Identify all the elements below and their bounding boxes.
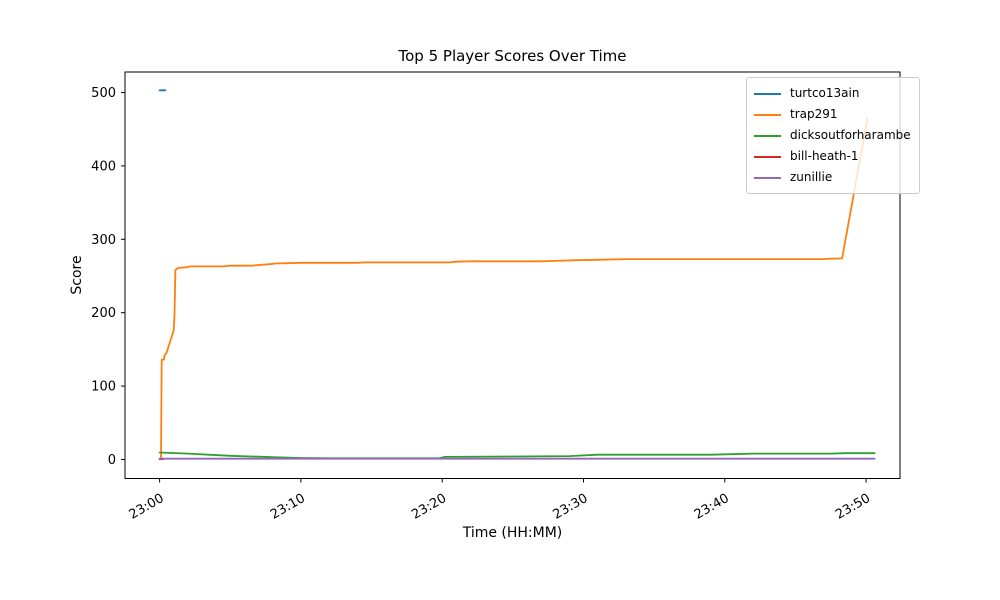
legend-item: bill-heath-1: [754, 146, 911, 167]
y-axis-label: Score: [69, 255, 85, 295]
series-line-trap291: [160, 117, 869, 459]
legend-line-swatch: [754, 134, 781, 137]
legend-line-swatch: [754, 155, 781, 158]
legend-label: turtco13ain: [790, 86, 860, 100]
legend-item: turtco13ain: [754, 83, 911, 104]
legend-label: bill-heath-1: [790, 149, 859, 163]
y-tick-label: 400: [91, 159, 116, 174]
x-axis-label: Time (HH:MM): [462, 525, 563, 541]
legend-item: dicksoutforharambe: [754, 125, 911, 146]
y-tick-label: 500: [91, 86, 116, 101]
y-tick-label: 100: [91, 380, 116, 395]
axes-spines: [124, 71, 901, 479]
chart-title: Top 5 Player Scores Over Time: [398, 47, 627, 65]
x-tick-label: 23:30: [551, 491, 591, 523]
legend-line-swatch: [754, 92, 781, 95]
x-tick-label: 23:10: [268, 491, 308, 523]
legend: turtco13ain trap291 dicksoutforharambe bill…: [746, 77, 920, 194]
legend-label: trap291: [790, 107, 838, 121]
y-tick-label: 300: [91, 233, 116, 248]
legend-line-swatch: [754, 113, 781, 116]
y-tick-label: 200: [91, 306, 116, 321]
legend-label: zunillie: [790, 170, 833, 184]
legend-label: dicksoutforharambe: [790, 128, 911, 142]
x-tick-label: 23:50: [833, 491, 873, 523]
x-tick-label: 23:20: [409, 491, 449, 523]
legend-item: zunillie: [754, 167, 911, 188]
series-line-dicksoutforharambe: [158, 451, 876, 460]
legend-item: trap291: [754, 104, 911, 125]
y-tick-label: 0: [108, 453, 116, 468]
x-tick-label: 23:40: [692, 491, 732, 523]
legend-line-swatch: [754, 176, 781, 179]
x-tick-label: 23:00: [127, 491, 167, 523]
